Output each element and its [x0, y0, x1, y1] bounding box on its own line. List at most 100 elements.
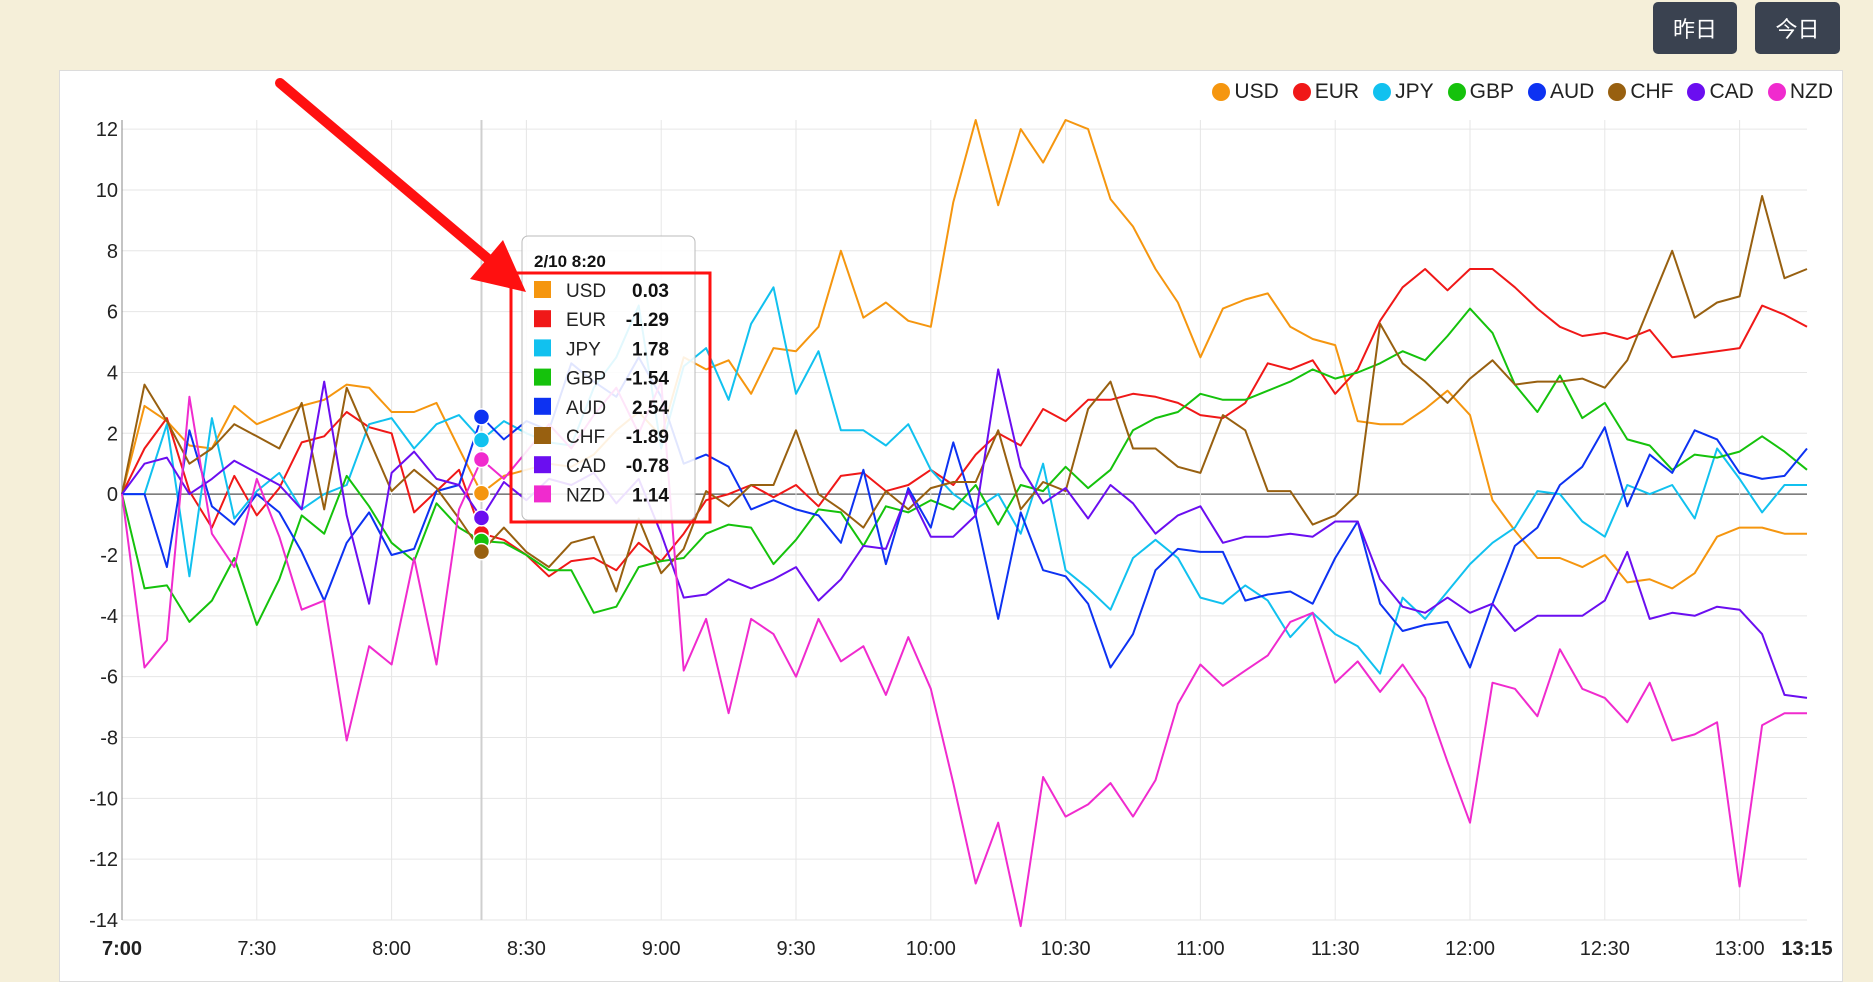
y-tick-label: 12 [96, 119, 118, 141]
tooltip-series-name: JPY [566, 339, 601, 360]
tooltip-series-value: 2.54 [632, 398, 669, 419]
legend-dot-icon [1212, 83, 1231, 101]
tooltip-series-value: 1.14 [632, 485, 669, 506]
tooltip-swatch-aud [534, 397, 551, 415]
x-tick-label: 13:15 [1781, 938, 1832, 960]
chart-legend: USD EUR JPY GBP AUD CHF CAD NZD [1198, 80, 1833, 104]
tooltip-series-name: USD [566, 281, 606, 302]
y-tick-label: -6 [100, 667, 118, 689]
legend-label: NZD [1789, 80, 1833, 103]
tooltip-box [521, 235, 696, 521]
series-line-usd [121, 119, 1807, 590]
tooltip-series-name: NZD [566, 485, 605, 506]
x-tick-label: 12:30 [1580, 938, 1630, 960]
x-tick-label: 11:30 [1311, 938, 1360, 960]
tooltip-series-name: AUD [566, 398, 606, 419]
tooltip-series-name: GBP [566, 369, 606, 390]
highlight-rectangle [509, 271, 712, 524]
tooltip-swatch-chf [534, 427, 551, 444]
legend-item-chf[interactable]: CHF [1608, 80, 1673, 104]
hover-point-nzd [472, 450, 491, 469]
y-tick-label: 8 [107, 241, 118, 263]
tooltip-swatch-gbp [534, 368, 551, 386]
legend-label: CAD [1709, 80, 1754, 103]
x-tick-label: 8:30 [507, 938, 546, 960]
legend-item-gbp[interactable]: GBP [1447, 80, 1514, 104]
x-tick-label: 10:00 [906, 938, 956, 960]
legend-dot-icon [1292, 83, 1311, 101]
hover-point-jpy [472, 431, 491, 449]
tooltip-swatch-eur [534, 310, 551, 328]
legend-label: USD [1234, 80, 1279, 103]
y-tick-label: -4 [100, 606, 118, 628]
y-tick-label: -10 [89, 788, 118, 810]
legend-dot-icon [1687, 83, 1706, 101]
y-tick-label: 10 [96, 180, 118, 202]
legend-dot-icon [1608, 83, 1627, 101]
x-tick-label: 11:00 [1176, 938, 1225, 960]
x-tick-label: 10:30 [1041, 938, 1091, 960]
legend-dot-icon [1447, 83, 1466, 101]
legend-label: EUR [1314, 80, 1360, 103]
y-tick-label: -12 [89, 849, 118, 871]
series-line-chf [121, 195, 1808, 593]
legend-label: AUD [1549, 80, 1595, 103]
y-tick-label: 2 [107, 423, 118, 445]
legend-label: CHF [1630, 80, 1674, 103]
x-tick-label: 9:00 [642, 938, 681, 960]
x-tick-label: 7:00 [102, 938, 142, 960]
tooltip-swatch-nzd [534, 485, 551, 503]
legend-item-nzd[interactable]: NZD [1767, 80, 1833, 104]
legend-label: GBP [1469, 80, 1514, 103]
tooltip-series-value: -1.29 [626, 310, 669, 331]
series-line-gbp [121, 307, 1808, 626]
tooltip-title: 2/10 8:20 [534, 252, 606, 271]
hover-point-cad [472, 509, 491, 527]
red-arrow-head [470, 240, 526, 292]
yesterday-button[interactable]: 昨日 [1653, 2, 1737, 54]
series-line-eur [121, 268, 1808, 578]
tooltip-series-value: 0.03 [632, 281, 669, 302]
tooltip-series-value: 1.78 [632, 339, 669, 360]
legend-item-usd[interactable]: USD [1212, 80, 1279, 104]
tooltip-swatch-jpy [534, 339, 551, 357]
series-line-nzd [121, 380, 1807, 928]
y-tick-label: 4 [107, 362, 118, 384]
tooltip-series-value: -0.78 [626, 456, 669, 477]
tooltip-series-name: EUR [566, 310, 606, 331]
x-tick-label: 8:00 [372, 938, 411, 960]
series-line-jpy [122, 286, 1807, 675]
legend-dot-icon [1767, 83, 1786, 101]
x-tick-label: 13:00 [1715, 938, 1765, 960]
series-line-aud [122, 356, 1808, 669]
y-tick-label: 0 [107, 484, 118, 506]
legend-item-cad[interactable]: CAD [1687, 80, 1754, 104]
hover-point-usd [472, 484, 491, 502]
chart-panel [59, 70, 1843, 982]
legend-item-eur[interactable]: EUR [1292, 80, 1360, 104]
legend-label: JPY [1395, 80, 1434, 103]
legend-dot-icon [1527, 83, 1546, 101]
tooltip-swatch-usd [534, 281, 551, 298]
tooltip-series-name: CAD [566, 456, 606, 477]
today-button[interactable]: 今日 [1755, 2, 1840, 54]
y-tick-label: -2 [100, 545, 118, 567]
y-tick-label: 6 [107, 302, 118, 324]
tooltip-swatch-cad [534, 456, 551, 474]
y-tick-label: -14 [89, 910, 118, 932]
x-tick-label: 7:30 [237, 938, 276, 960]
legend-dot-icon [1373, 83, 1392, 101]
tooltip-series-value: -1.89 [626, 427, 669, 448]
hover-point-aud [472, 408, 491, 426]
legend-item-jpy[interactable]: JPY [1373, 80, 1434, 104]
tooltip-series-value: -1.54 [626, 369, 670, 390]
x-tick-label: 9:30 [777, 938, 816, 960]
red-arrow-shaft [275, 78, 498, 268]
series-line-cad [121, 368, 1808, 699]
tooltip-series-name: CHF [566, 427, 605, 448]
legend-item-aud[interactable]: AUD [1527, 80, 1595, 104]
y-tick-label: -8 [100, 727, 118, 749]
x-tick-label: 12:00 [1445, 938, 1495, 960]
hover-point-chf [472, 542, 491, 561]
